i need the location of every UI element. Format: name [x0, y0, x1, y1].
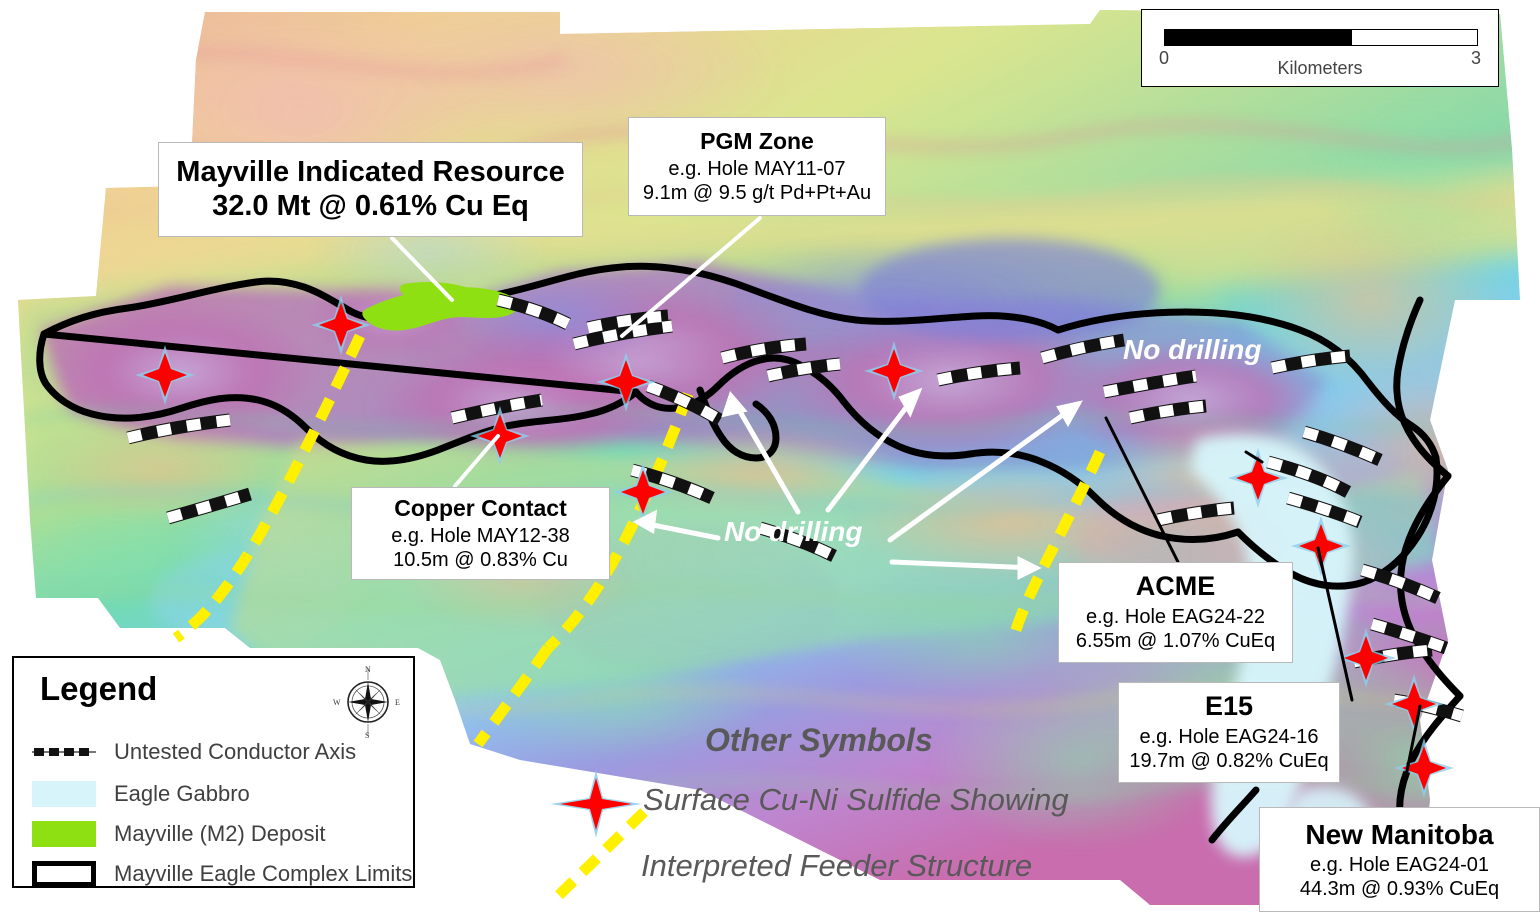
surface-cu-ni-sulfide-showing-star[interactable] [1344, 636, 1388, 680]
untested-conductor-axes [126, 293, 1464, 723]
scale-bar-max-label: 3 [1470, 48, 1481, 68]
callout-title: ACME [1135, 571, 1216, 602]
legend-item-conductor-axis[interactable]: Untested Conductor Axis [32, 734, 356, 770]
compass-rose-icon: N E S W [333, 665, 400, 740]
compass-west-label: W [333, 698, 341, 707]
callout-pgm-zone[interactable]: PGM Zone e.g. Hole MAY11-07 9.1m @ 9.5 g… [628, 117, 886, 216]
callout-copper-contact[interactable]: Copper Contact e.g. Hole MAY12-38 10.5m … [351, 487, 610, 580]
legend-item-complex-limits[interactable]: Mayville Eagle Complex Limits [32, 856, 412, 892]
callout-line-3: 19.7m @ 0.82% CuEq [1129, 750, 1329, 773]
conductor-axis-icon [32, 739, 96, 765]
callout-line-3: 9.1m @ 9.5 g/t Pd+Pt+Au [642, 182, 872, 205]
no-drilling-arrows [632, 387, 1083, 581]
callout-e15[interactable]: E15 e.g. Hole EAG24-16 19.7m @ 0.82% CuE… [1118, 682, 1340, 783]
callout-line-3: 10.5m @ 0.83% Cu [393, 549, 568, 572]
surface-cu-ni-sulfide-showing-star[interactable] [1299, 524, 1343, 568]
scale-bar-filled [1165, 30, 1353, 45]
legend-item-m2-deposit[interactable]: Mayville (M2) Deposit [32, 816, 326, 852]
callout-new-manitoba[interactable]: New Manitoba e.g. Hole EAG24-01 44.3m @ … [1259, 807, 1540, 912]
compass-north-label: N [365, 665, 371, 674]
callout-line-2: e.g. Hole EAG24-16 [1139, 726, 1319, 749]
scale-bar: 0 3 Kilometers [1141, 9, 1499, 87]
compass-south-label: S [365, 731, 369, 740]
surface-cu-ni-sulfide-showing-star[interactable] [1392, 682, 1436, 726]
no-drilling-label-lower: No drilling [724, 516, 863, 547]
interpreted-feeder-structure [172, 333, 1106, 748]
callout-leader-lines [390, 216, 1422, 808]
callout-line-2: 32.0 Mt @ 0.61% Cu Eq [212, 189, 529, 222]
mayville-eagle-complex-limits [36, 262, 1464, 900]
scale-bar-min-label: 0 [1159, 48, 1170, 68]
legend-item-label: Mayville (M2) Deposit [114, 821, 326, 846]
surface-cu-ni-sulfide-showings [135, 295, 1454, 798]
callout-line-2: e.g. Hole MAY11-07 [668, 157, 846, 180]
other-symbols-heading: Other Symbols [705, 722, 933, 758]
surface-cu-ni-sulfide-showing-star[interactable] [143, 353, 187, 397]
callout-line-2: e.g. Hole EAG24-22 [1086, 606, 1265, 629]
callout-title: New Manitoba [1305, 818, 1494, 850]
scale-bar-graphic [1164, 29, 1478, 46]
callout-title: Mayville Indicated Resource [176, 155, 565, 188]
scale-bar-units: Kilometers [1277, 58, 1363, 78]
callout-title: PGM Zone [700, 127, 814, 154]
legend-item-label: Eagle Gabbro [114, 781, 250, 806]
other-symbols-feeder-swatch [548, 808, 648, 906]
legend-panel: Legend N E S [12, 656, 415, 888]
no-drilling-label-upper: No drilling [1123, 334, 1262, 365]
mayville-m2-deposit [362, 282, 518, 331]
legend-title: Legend [40, 670, 158, 707]
callout-line-2: e.g. Hole EAG24-01 [1310, 853, 1489, 876]
surface-cu-ni-sulfide-showing-star[interactable] [1236, 456, 1280, 500]
surface-cu-ni-sulfide-showing-star[interactable] [872, 349, 916, 393]
other-symbols-feeder-label: Interpreted Feeder Structure [641, 848, 1033, 883]
legend-item-label: Mayville Eagle Complex Limits [114, 861, 413, 886]
surface-cu-ni-sulfide-showing-star[interactable] [1402, 746, 1446, 790]
callout-acme[interactable]: ACME e.g. Hole EAG24-22 6.55m @ 1.07% Cu… [1058, 562, 1293, 663]
callout-line-3: 6.55m @ 1.07% CuEq [1075, 630, 1276, 653]
callout-line-2: e.g. Hole MAY12-38 [391, 524, 570, 547]
callout-title: Copper Contact [394, 494, 567, 521]
callout-mayville-indicated-resource[interactable]: Mayville Indicated Resource 32.0 Mt @ 0.… [158, 142, 583, 237]
compass-east-label: E [395, 698, 400, 707]
m2-deposit-swatch [32, 821, 96, 847]
other-symbols-star-swatch [550, 770, 642, 838]
legend-item-eagle-gabbro[interactable]: Eagle Gabbro [32, 776, 250, 812]
complex-limits-swatch [32, 861, 96, 887]
other-symbols-star-label: Surface Cu-Ni Sulfide Showing [643, 782, 1069, 817]
callout-title: E15 [1204, 691, 1254, 722]
surface-cu-ni-sulfide-showing-star[interactable] [604, 360, 648, 404]
legend-item-label: Untested Conductor Axis [114, 739, 357, 764]
eagle-gabbro-swatch [32, 781, 96, 807]
surface-cu-ni-sulfide-showing-star[interactable] [621, 470, 665, 514]
callout-line-3: 44.3m @ 0.93% CuEq [1299, 878, 1500, 901]
surface-cu-ni-sulfide-showing-star[interactable] [319, 303, 363, 347]
